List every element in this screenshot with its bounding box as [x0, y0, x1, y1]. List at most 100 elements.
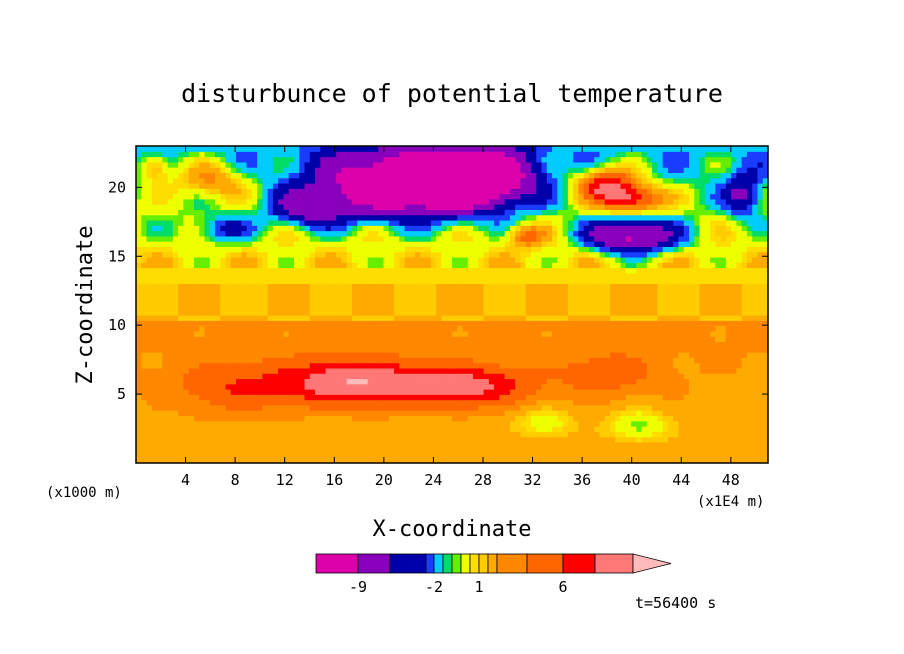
heatmap-cell [546, 293, 553, 300]
heatmap-cell [341, 336, 348, 343]
heatmap-cell [272, 341, 279, 348]
heatmap-cell [378, 309, 385, 316]
heatmap-cell [441, 420, 448, 427]
heatmap-cell [415, 415, 421, 422]
heatmap-cell [199, 341, 206, 348]
heatmap-cell [436, 304, 443, 311]
heatmap-cell [562, 336, 569, 343]
heatmap-cell [225, 262, 232, 269]
heatmap-cell [441, 309, 448, 316]
heatmap-cell [488, 188, 495, 195]
heatmap-cell [341, 219, 348, 226]
heatmap-cell [157, 193, 163, 200]
heatmap-cell [330, 151, 337, 158]
heatmap-cell [257, 447, 263, 454]
heatmap-cell [288, 336, 295, 343]
heatmap-cell [172, 188, 179, 195]
heatmap-cell [220, 288, 227, 295]
heatmap-cell [309, 262, 316, 269]
heatmap-cell [325, 315, 332, 321]
heatmap-cell [257, 415, 263, 422]
heatmap-cell [220, 267, 227, 274]
heatmap-cell [199, 404, 206, 411]
heatmap-cell [294, 389, 300, 395]
heatmap-cell [236, 367, 242, 374]
heatmap-cell [241, 283, 248, 290]
heatmap-cell [304, 341, 311, 348]
heatmap-cell [494, 188, 500, 195]
heatmap-cell [141, 151, 148, 158]
heatmap-cell [309, 309, 316, 316]
heatmap-cell [257, 267, 263, 274]
heatmap-cell [483, 235, 490, 242]
heatmap-cell [362, 452, 369, 459]
heatmap-cell [573, 457, 579, 463]
heatmap-cell [178, 404, 184, 411]
heatmap-cell [262, 241, 269, 247]
heatmap-cell [367, 299, 374, 306]
heatmap-cell [241, 336, 248, 343]
heatmap-cell [441, 426, 448, 432]
heatmap-cell [199, 330, 206, 337]
heatmap-cell [536, 389, 543, 395]
heatmap-cell [457, 315, 464, 321]
heatmap-cell [141, 241, 148, 247]
heatmap-cell [394, 315, 400, 321]
heatmap-cell [299, 341, 306, 348]
heatmap-cell [320, 452, 327, 459]
heatmap-cell [509, 410, 516, 417]
heatmap-cell [241, 426, 248, 432]
heatmap-cell [473, 156, 479, 163]
heatmap-cell [357, 293, 364, 300]
heatmap-cell [430, 156, 437, 163]
heatmap-cell [378, 209, 385, 216]
heatmap-cell [262, 219, 269, 226]
heatmap-cell [167, 156, 174, 163]
heatmap-cell [404, 278, 411, 284]
heatmap-cell [178, 399, 184, 406]
heatmap-cell [246, 293, 253, 300]
heatmap-cell [531, 214, 537, 221]
heatmap-cell [409, 219, 416, 226]
heatmap-cell [452, 315, 458, 321]
heatmap-cell [341, 389, 348, 395]
heatmap-cell [272, 219, 279, 226]
heatmap-cell [541, 177, 548, 184]
heatmap-cell [488, 383, 495, 390]
heatmap-cell [283, 357, 290, 364]
heatmap-cell [283, 320, 290, 327]
heatmap-cell [315, 214, 321, 221]
heatmap-cell [204, 146, 211, 152]
heatmap-cell [283, 304, 290, 311]
heatmap-cell [351, 330, 358, 337]
heatmap-cell [420, 447, 427, 454]
heatmap-cell [478, 410, 485, 417]
heatmap-cell [267, 204, 274, 210]
heatmap-cell [315, 288, 321, 295]
heatmap-cell [288, 325, 295, 332]
heatmap-cell [167, 299, 174, 306]
heatmap-cell [172, 209, 179, 216]
heatmap-cell [494, 457, 500, 463]
heatmap-cell [141, 193, 148, 200]
heatmap-cell [299, 235, 306, 242]
heatmap-cell [167, 246, 174, 253]
heatmap-cell [478, 441, 485, 448]
heatmap-cell [373, 299, 379, 306]
heatmap-cell [531, 346, 537, 353]
heatmap-cell [294, 447, 300, 454]
heatmap-cell [183, 204, 190, 210]
heatmap-cell [236, 436, 242, 443]
heatmap-cell [267, 320, 274, 327]
heatmap-cell [183, 193, 190, 200]
heatmap-cell [383, 325, 390, 332]
heatmap-cell [473, 452, 479, 459]
heatmap-cell [351, 272, 358, 279]
heatmap-cell [446, 230, 453, 237]
heatmap-cell [351, 251, 358, 258]
heatmap-cell [204, 330, 211, 337]
heatmap-cell [436, 214, 443, 221]
heatmap-cell [409, 241, 416, 247]
heatmap-cell [320, 346, 327, 353]
heatmap-cell [473, 410, 479, 417]
